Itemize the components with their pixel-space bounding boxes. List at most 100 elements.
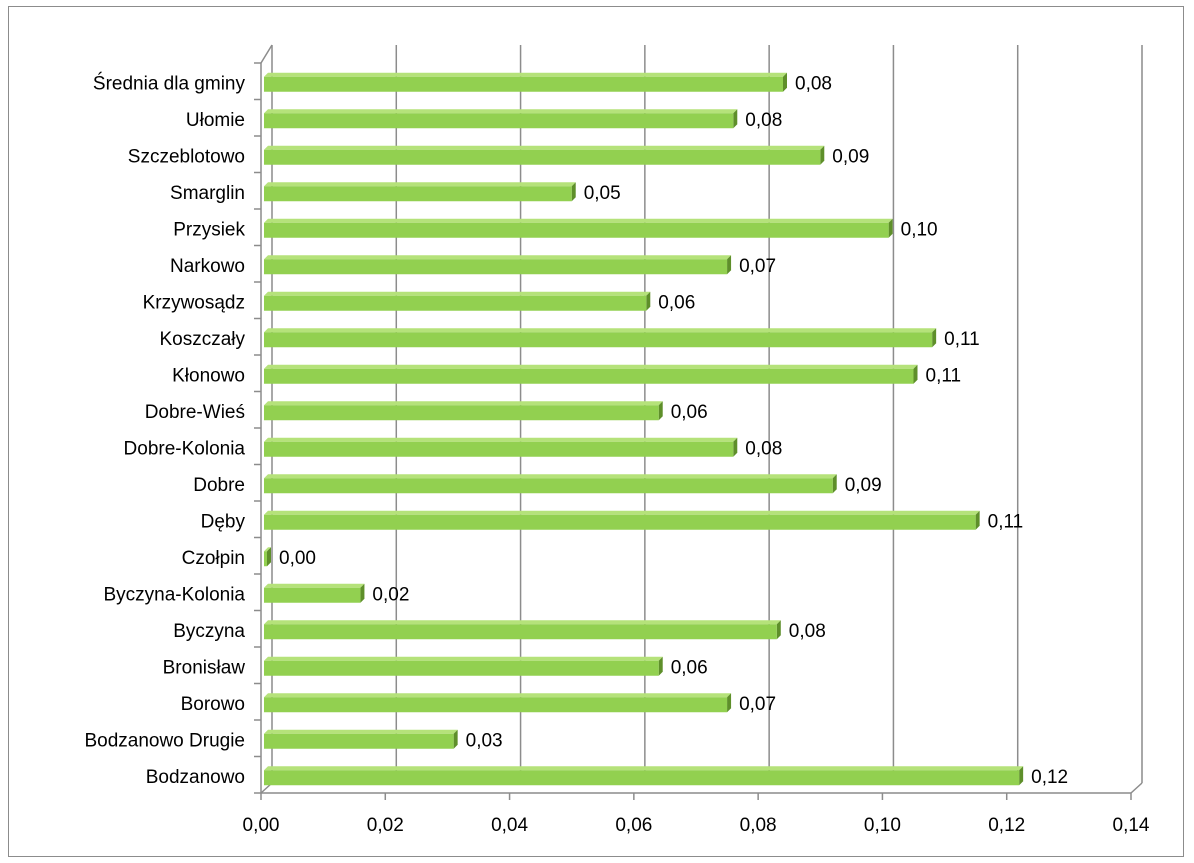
bar-16 (264, 186, 572, 202)
category-label-12: Koszczały (159, 329, 245, 350)
bar-top-19 (264, 72, 787, 77)
bar-side-6 (267, 547, 271, 567)
bar-18 (264, 113, 734, 129)
category-label-4: Byczyna (173, 621, 245, 642)
bar-top-3 (264, 656, 663, 661)
category-label-19: Średnia dla gminy (93, 72, 246, 94)
bar-15 (264, 222, 889, 238)
bar-side-5 (360, 583, 365, 603)
category-label-13: Krzywosądz (143, 292, 245, 313)
bar-top-16 (264, 182, 576, 187)
data-label-6: 0,00 (279, 548, 316, 569)
bar-side-15 (888, 218, 893, 238)
bar-0 (264, 770, 1020, 786)
bar-side-0 (1019, 766, 1024, 786)
bar-top-6 (264, 547, 271, 552)
bar-7 (264, 514, 976, 530)
category-label-0: Bodzanowo (146, 767, 245, 788)
bar-side-1 (453, 729, 458, 749)
chart-frame: 0,00 0,02 0,04 0,06 0,08 0,10 0,12 0,14 Bodzanow… (8, 6, 1184, 857)
x-tick-label-2: 0,04 (491, 815, 528, 836)
bar-side-16 (571, 182, 576, 202)
data-label-14: 0,07 (739, 256, 776, 277)
bar-10 (264, 405, 659, 421)
data-label-18: 0,08 (745, 110, 782, 131)
data-label-3: 0,06 (671, 657, 708, 678)
bar-side-19 (783, 72, 787, 92)
data-label-11: 0,11 (926, 365, 962, 386)
bar-3 (264, 660, 659, 676)
bar-side-14 (727, 255, 732, 275)
floor-right-edge (1130, 782, 1143, 794)
category-label-15: Przysiek (173, 219, 245, 240)
bar-6 (264, 551, 267, 567)
wall-top-edge (260, 44, 273, 64)
x-tick-label-4: 0,08 (740, 815, 777, 836)
bar-top-17 (264, 145, 825, 150)
bar-19 (264, 76, 783, 92)
bar-top-8 (264, 474, 837, 479)
bar-side-18 (733, 109, 738, 129)
bar-4 (264, 624, 777, 640)
bar-5 (264, 587, 361, 603)
bar-top-9 (264, 437, 738, 442)
bar-side-11 (913, 364, 918, 384)
data-label-13: 0,06 (658, 292, 695, 313)
data-label-10: 0,06 (671, 402, 708, 423)
category-label-3: Bronisław (163, 657, 246, 678)
bar-side-2 (727, 693, 732, 713)
bar-top-2 (264, 693, 732, 698)
category-label-8: Dobre (193, 475, 245, 496)
bar-9 (264, 441, 734, 457)
bar-side-17 (820, 145, 825, 165)
x-tick-label-0: 0,00 (243, 815, 280, 836)
data-label-8: 0,09 (845, 475, 882, 496)
bar-top-14 (264, 255, 732, 260)
bar-top-7 (264, 510, 980, 515)
category-label-7: Dęby (201, 511, 246, 532)
bar-2 (264, 697, 728, 713)
category-label-10: Dobre-Wieś (145, 402, 245, 423)
bar-17 (264, 149, 821, 165)
bar-top-11 (264, 364, 918, 369)
category-label-18: Ułomie (186, 110, 245, 131)
x-tick-label-7: 0,14 (1113, 815, 1150, 836)
category-label-16: Smarglin (170, 183, 245, 204)
category-label-5: Byczyna-Kolonia (103, 584, 245, 605)
bar-12 (264, 332, 933, 348)
data-label-15: 0,10 (901, 219, 938, 240)
bar-side-10 (658, 401, 663, 421)
x-tick-label-1: 0,02 (367, 815, 404, 836)
data-label-12: 0,11 (944, 329, 980, 350)
x-tick-label-6: 0,12 (988, 815, 1025, 836)
data-label-7: 0,11 (988, 511, 1024, 532)
data-label-0: 0,12 (1031, 767, 1068, 788)
category-label-1: Bodzanowo Drugie (84, 730, 245, 751)
bar-8 (264, 478, 833, 494)
bar-top-15 (264, 218, 893, 223)
bar-1 (264, 733, 454, 749)
bar-top-4 (264, 620, 781, 625)
data-label-9: 0,08 (745, 438, 782, 459)
data-label-2: 0,07 (739, 694, 776, 715)
bar-top-0 (264, 766, 1024, 771)
data-label-1: 0,03 (466, 730, 503, 751)
bar-13 (264, 295, 647, 311)
bar-chart: 0,00 0,02 0,04 0,06 0,08 0,10 0,12 0,14 Bodzanow… (84, 44, 1150, 836)
x-tick-label-5: 0,10 (864, 815, 901, 836)
category-label-6: Czołpin (182, 548, 245, 569)
bar-14 (264, 259, 728, 275)
bar-side-7 (975, 510, 980, 530)
data-label-4: 0,08 (789, 621, 826, 642)
bar-11 (264, 368, 914, 384)
bar-side-12 (932, 328, 937, 348)
bar-top-13 (264, 291, 651, 296)
data-label-17: 0,09 (832, 146, 869, 167)
bar-top-5 (264, 583, 365, 588)
data-label-19: 0,08 (795, 73, 832, 94)
category-label-11: Kłonowo (172, 365, 245, 386)
category-label-9: Dobre-Kolonia (124, 438, 246, 459)
bar-side-9 (733, 437, 738, 457)
category-label-17: Szczeblotowo (128, 146, 245, 167)
bar-side-3 (658, 656, 663, 676)
